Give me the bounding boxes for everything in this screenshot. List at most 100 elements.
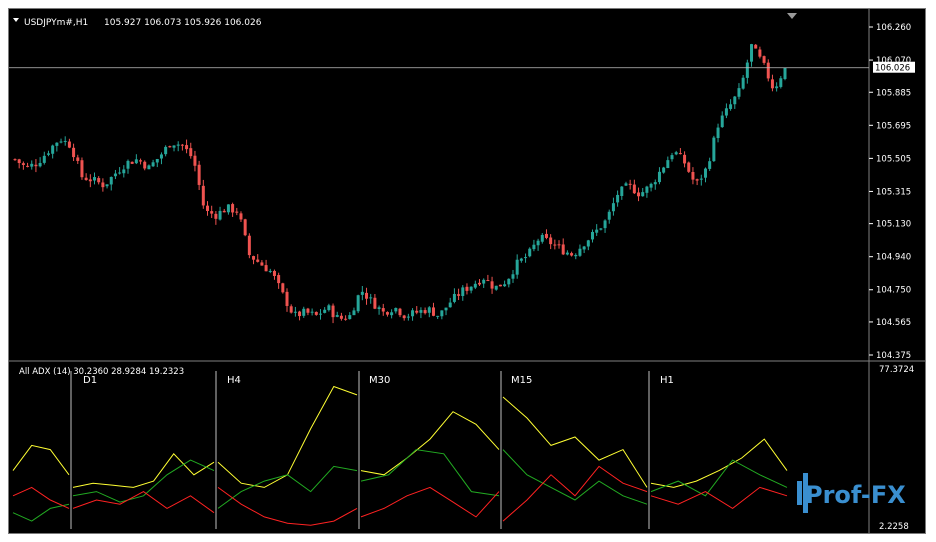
candle-body [38,162,42,167]
candle-body [185,145,189,150]
candle-body [524,257,528,259]
candle-body [180,144,184,146]
candle-body [729,104,733,109]
candle-body [570,253,574,256]
candle-body [252,256,256,260]
series-di-line [650,459,788,497]
candle-body [272,270,276,276]
candle-body [331,305,335,318]
candle-body [478,282,482,285]
candle-body [298,311,302,317]
candle-body [720,115,724,128]
tf-label-h4: H4 [227,375,241,386]
chart-canvas[interactable]: USDJPYm#,H1 105.927 106.073 105.926 106.… [9,9,925,533]
series-di-line [217,465,358,509]
series-di-line [72,491,215,514]
ohlc-readout: 105.927 106.073 105.926 106.026 [104,18,262,28]
candle-body [745,62,749,78]
prof-fx-logo: Prof-FX [795,467,915,519]
candle-body [712,137,716,162]
candle-body [779,78,783,87]
candle-body [603,220,607,229]
price-tick-label: 106.260 [876,23,911,33]
logo-bar-icon [797,481,802,505]
series-di-line [12,486,70,509]
candle-body [143,161,147,169]
candle-body [595,229,599,233]
candle-body [620,186,624,196]
series-adx-line [502,396,648,488]
candle-body [201,185,205,206]
candle-body [281,283,285,293]
candle-body [247,235,251,256]
series-adx-line [217,385,358,488]
candle-body [256,259,260,262]
candle-body [473,283,477,288]
dropdown-triangle-icon[interactable] [13,18,19,22]
candle-body [591,231,594,240]
candle-body [574,254,578,257]
candle-body [189,148,193,157]
candle-body [130,161,134,164]
candle-body [632,184,636,194]
candle-body [687,162,691,172]
candle-body [440,310,444,317]
candle-body [63,140,67,142]
candle-body [607,211,611,220]
candle-body [293,311,297,313]
candle-body [557,244,561,246]
series-di-line [502,449,648,505]
indicator-title: All ADX (14) 30.2360 28.9284 19.2323 [19,367,184,377]
candle-body [151,162,155,167]
candle-body [515,259,519,275]
candle-body [197,164,201,185]
candle-body [699,178,703,180]
candle-body [436,315,440,317]
tf-label-m15: M15 [511,375,532,386]
candle-body [101,182,105,188]
candle-body [268,270,272,272]
candle-body [42,155,46,163]
candle-body [381,308,385,312]
candle-body [17,159,21,164]
candle-body [582,246,586,250]
candle-body [139,160,143,162]
candle-body [599,228,603,230]
candle-body [482,279,486,284]
series-di-line [650,486,788,510]
candle-body [218,210,222,220]
shift-marker-icon[interactable] [787,13,797,19]
candle-body [344,318,348,320]
candle-body [750,44,754,62]
candle-body [210,211,214,214]
candle-body [385,312,389,315]
candle-body [168,146,172,148]
chart-window[interactable]: USDJPYm#,H1 105.927 106.073 105.926 106.… [8,8,926,534]
candle-body [21,163,25,165]
candle-body [536,240,540,246]
candle-body [419,310,423,313]
candle-body [645,186,649,193]
candle-body [93,177,97,181]
candle-body [390,312,394,316]
candle-body [411,310,415,317]
candle-body [507,278,511,285]
candle-body [155,159,159,163]
candle-body [624,183,628,186]
candle-body [369,297,373,299]
candle-body [461,287,465,297]
candle-body [222,210,226,213]
timeframe-separators [70,371,650,529]
price-tick-label: 106.070 [876,56,911,66]
price-tick-label: 104.940 [876,253,911,263]
series-adx-line [360,411,500,476]
candle-body [172,145,176,148]
candle-body [159,154,163,159]
candle-body [84,177,88,181]
candle-body [243,219,247,236]
candle-body [565,252,569,255]
candle-body [318,313,322,315]
candle-body [469,286,473,291]
series-di-line [360,449,500,497]
series-adx-line [650,438,788,488]
